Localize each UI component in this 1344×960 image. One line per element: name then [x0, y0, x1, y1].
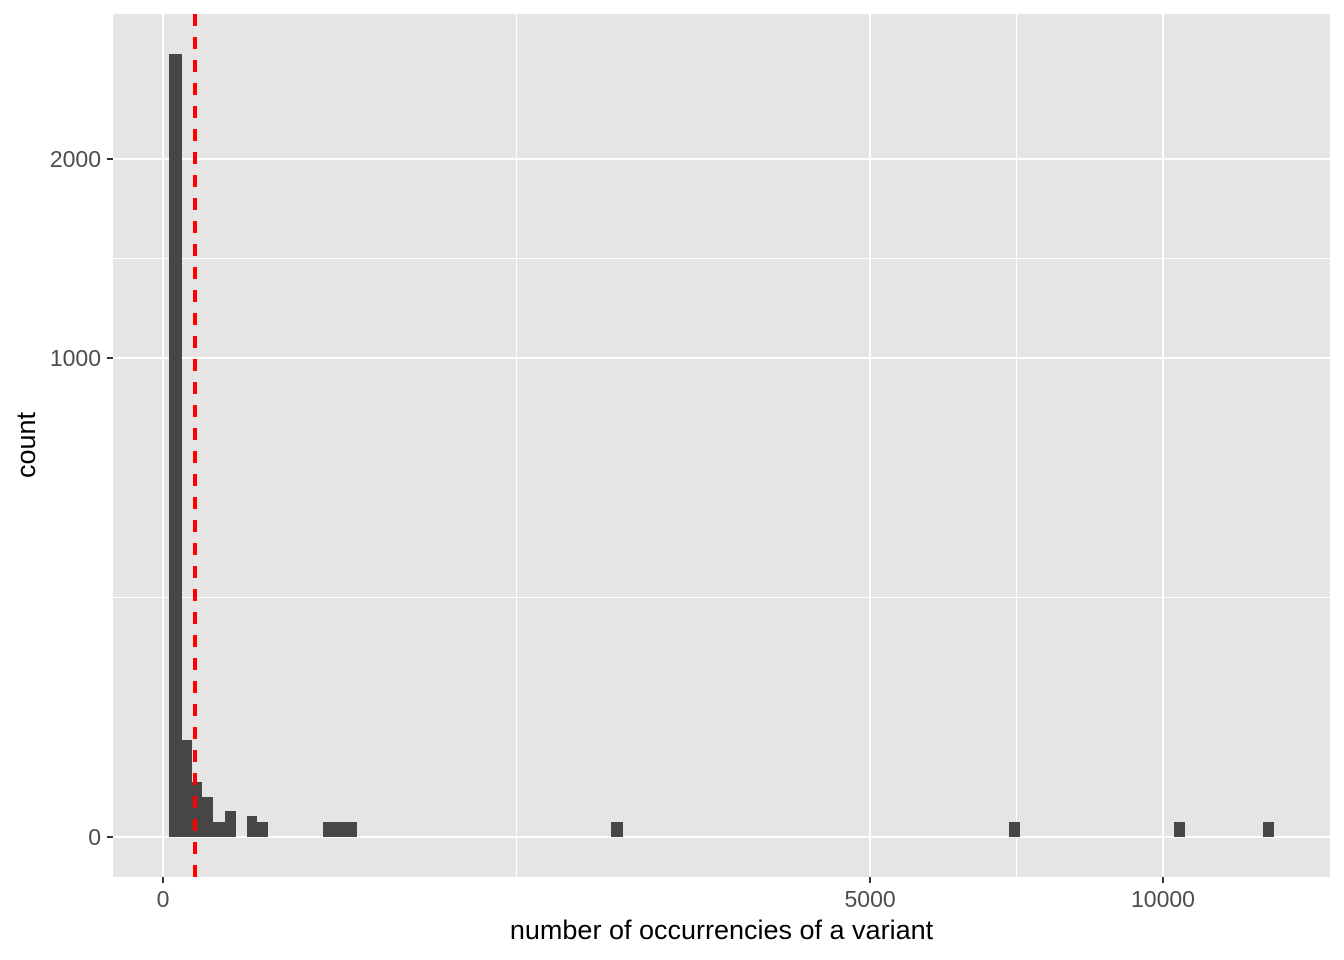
- histogram-bar: [181, 739, 192, 837]
- histogram-bar: [323, 821, 357, 837]
- gridline-x-minor: [516, 14, 518, 877]
- histogram-bar: [246, 815, 257, 837]
- gridline-x-major: [869, 14, 872, 877]
- y-tick-label: 2000: [49, 146, 101, 173]
- x-tick-label: 0: [156, 886, 170, 912]
- y-tick-label: 1000: [49, 344, 101, 371]
- gridline-y-minor: [113, 257, 1330, 259]
- reference-line: [192, 14, 197, 877]
- x-tick-mark: [869, 877, 872, 883]
- plot-panel: [113, 14, 1330, 877]
- histogram-bar: [224, 810, 237, 837]
- histogram-bar: [169, 53, 182, 837]
- histogram-bar: [201, 796, 213, 837]
- y-tick-mark: [107, 836, 113, 838]
- y-tick-mark: [107, 356, 113, 359]
- histogram-bar: [1173, 821, 1185, 837]
- x-tick-label: 10000: [1131, 886, 1195, 912]
- gridline-x-minor: [1016, 14, 1018, 877]
- y-tick-label: 0: [88, 824, 101, 850]
- x-axis-title: number of occurrencies of a variant: [509, 915, 934, 945]
- y-axis-title: count: [11, 411, 41, 479]
- gridline-y-minor: [113, 596, 1330, 598]
- gridline-y-major: [113, 356, 1330, 359]
- histogram-bar: [213, 821, 225, 837]
- histogram-bar: [1008, 821, 1020, 837]
- histogram-bar: [191, 782, 202, 837]
- y-tick-mark: [107, 158, 113, 161]
- x-tick-mark: [1162, 877, 1164, 883]
- gridline-x-major: [1162, 14, 1164, 877]
- gridline-y-major: [113, 836, 1330, 838]
- histogram-bar: [256, 821, 269, 837]
- gridline-x-major: [162, 14, 164, 877]
- x-tick-label: 5000: [844, 886, 896, 912]
- histogram-bar: [1262, 821, 1274, 837]
- x-tick-mark: [162, 877, 164, 883]
- histogram-bar: [610, 821, 624, 837]
- gridline-y-major: [113, 158, 1330, 161]
